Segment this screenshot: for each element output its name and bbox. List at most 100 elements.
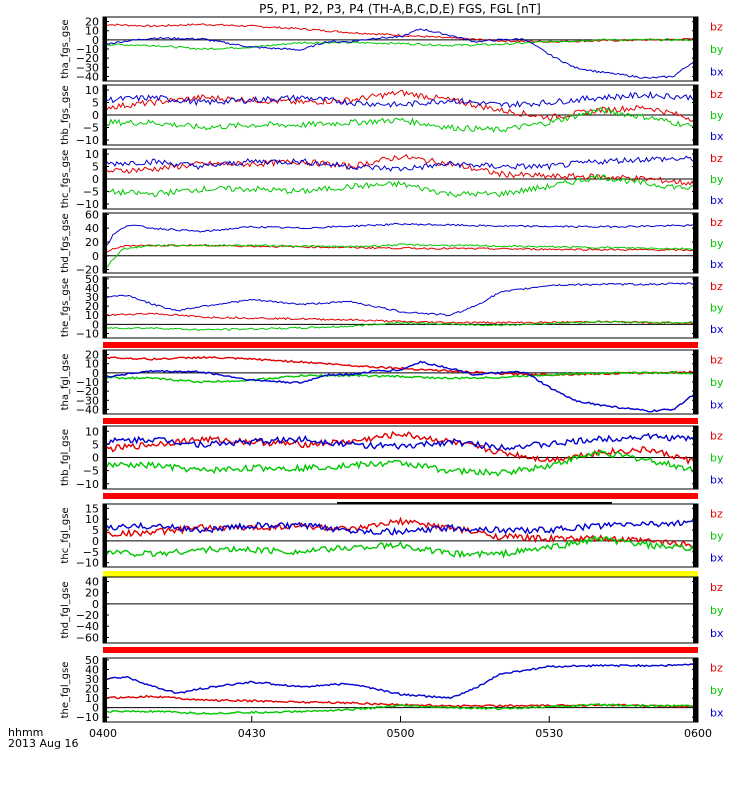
y-tick-label: −10 [76,43,99,56]
legend-bz: bz [710,354,723,367]
legend-bx: bx [710,706,724,719]
panel-ylabel: thb_fgl_gse [60,429,71,486]
legend-bz: bz [710,216,723,229]
y-tick-label: 10 [85,309,99,322]
y-tick-label: 20 [85,587,99,600]
panel-ylabel: the_fgs_gse [60,278,71,337]
y-tick-label: 0 [92,109,99,122]
panel-ylabel: thd_fgs_gse [60,213,71,272]
series-bx-line [103,282,697,317]
y-tick-label: −20 [76,609,99,622]
right-edge-marker [693,213,698,273]
right-edge-marker [693,350,698,414]
legend-bz: bz [710,152,723,165]
left-edge-marker [103,658,107,722]
left-edge-marker [103,426,107,489]
status-bar [103,493,698,499]
y-tick-label: 40 [85,222,99,235]
y-tick-label: 40 [85,663,99,676]
legend-bz: bz [710,507,723,520]
series-by-line [103,106,697,133]
series-bx-line [103,519,697,536]
y-tick-label: −40 [76,620,99,633]
series-bx-line [103,90,697,109]
legend-bx: bx [710,627,724,640]
y-tick-label: 0 [92,173,99,186]
legend-by: by [710,43,724,56]
series-bx-line [103,222,697,254]
right-edge-marker [693,658,698,722]
y-tick-label: 0 [92,367,99,380]
legend-by: by [710,684,724,697]
y-tick-label: −10 [76,376,99,389]
panel-frame [102,212,699,274]
legend-by: by [710,302,724,315]
y-tick-label: 5 [92,524,99,537]
y-tick-label: 10 [85,692,99,705]
x-tick-label: 0530 [535,727,563,740]
y-tick-label: 0 [92,34,99,47]
y-tick-label: 10 [85,25,99,38]
legend-bx: bx [710,194,724,207]
status-bar [103,571,698,577]
panel-ylabel: thd_fgl_gse [60,582,71,639]
footer-date: 2013 Aug 16 [8,737,78,750]
y-tick-label: −20 [76,52,99,65]
y-tick-label: 10 [85,148,99,161]
series-by-line [103,243,697,273]
legend-by: by [710,604,724,617]
x-tick-label: 0600 [684,727,712,740]
legend-bx: bx [710,474,724,487]
panel-frame [102,576,699,644]
y-tick-label: 10 [85,513,99,526]
y-tick-label: 60 [85,208,99,221]
legend-by: by [710,109,724,122]
y-tick-label: −10 [76,134,99,147]
series-bz-line [103,23,697,43]
right-edge-marker [693,426,698,489]
series-bx-line [103,28,697,79]
status-bar [103,342,698,348]
y-tick-label: −10 [76,557,99,570]
series-bz-line [103,244,697,256]
y-tick-label: −10 [76,198,99,211]
panel-ylabel: tha_fgl_gse [60,354,71,411]
left-edge-marker [103,149,107,209]
legend-bx: bx [710,258,724,271]
y-tick-label: 15 [85,502,99,515]
y-tick-label: −5 [83,122,99,135]
right-edge-marker [693,17,698,81]
left-edge-marker [103,17,107,81]
y-tick-label: 10 [85,425,99,438]
y-tick-label: 5 [92,438,99,451]
series-by-line [103,173,697,198]
y-tick-label: 0 [92,318,99,331]
y-tick-label: 30 [85,291,99,304]
series-bz-line [103,153,697,187]
right-edge-marker [693,577,698,643]
right-edge-marker [693,504,698,567]
y-tick-label: 0 [92,702,99,715]
legend-by: by [710,376,724,389]
y-tick-label: −40 [76,403,99,416]
y-tick-label: 5 [92,161,99,174]
legend-bz: bz [710,581,723,594]
series-by-line [103,449,697,477]
y-tick-label: 20 [85,236,99,249]
series-by-line [103,38,696,51]
y-tick-label: −10 [76,478,99,491]
y-tick-label: 20 [85,683,99,696]
time-axis: 0400 0430 0500 0530 0600 [89,716,712,740]
y-tick-label: 50 [85,273,99,286]
legend-bz: bz [710,662,723,675]
y-tick-label: 30 [85,673,99,686]
y-tick-label: −30 [76,61,99,74]
